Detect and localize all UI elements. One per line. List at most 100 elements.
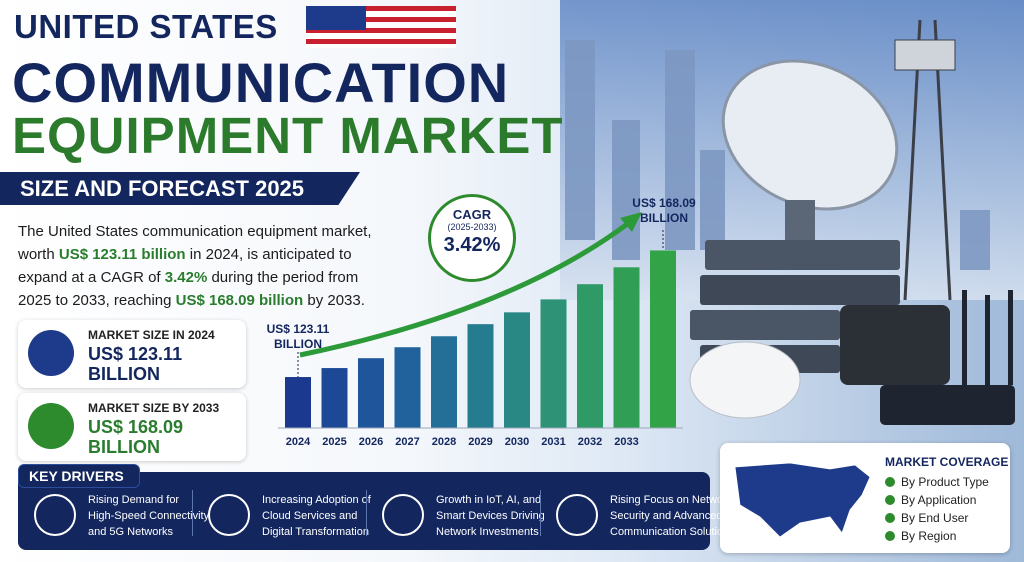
market-coverage: MARKET COVERAGE By Product Type By Applic… — [720, 443, 1010, 553]
driver: Growth in IoT, AI, and Smart Devices Driv… — [374, 492, 545, 542]
x-tick-label: 2025 — [322, 436, 346, 448]
coverage-text: By Region — [901, 529, 957, 543]
driver-line: Communication Solutions — [610, 526, 735, 538]
coverage-text: By Application — [901, 493, 977, 507]
stat-label: MARKET SIZE BY 2033 — [88, 401, 220, 415]
stat-value: BILLION — [88, 364, 160, 384]
text-run: by 2033. — [303, 292, 365, 309]
arrow-head — [620, 212, 642, 232]
stat-icon — [28, 330, 74, 376]
driver-text: Growth in IoT, AI, and Smart Devices Driv… — [436, 492, 545, 540]
driver-icon — [208, 494, 250, 536]
driver-line: Security and Advanced — [610, 510, 723, 522]
stat-value: US$ 123.11 — [88, 344, 183, 364]
callout-text: BILLION — [274, 337, 322, 351]
coverage-text: By End User — [901, 511, 969, 525]
bar — [613, 267, 640, 428]
callout: US$ 123.11 BILLION — [258, 322, 338, 352]
coverage-text: By Product Type — [901, 475, 989, 489]
cagr-value: 3.42% — [443, 234, 501, 256]
text-run: in 2024, is anticipated to expand at a C… — [18, 246, 352, 286]
bar — [650, 250, 676, 428]
stat-value: US$ 168.09 — [88, 417, 184, 437]
driver-line: Rising Focus on Network — [610, 494, 733, 506]
stat-card: MARKET SIZE BY 2033 US$ 168.09 BILLION — [18, 393, 246, 461]
x-tick-label: 2026 — [359, 436, 383, 448]
x-tick-label: 2028 — [432, 436, 456, 448]
stat-label: MARKET SIZE IN 2024 — [88, 328, 215, 342]
coverage-item: By Region — [885, 529, 956, 543]
key-drivers-title: KEY DRIVERS — [18, 464, 140, 488]
check-icon — [885, 513, 895, 523]
cell-tower — [894, 19, 956, 301]
us-map — [734, 462, 871, 538]
driver-text: Rising Focus on Network Security and Adva… — [610, 492, 735, 540]
bar-chart: 2024 2025 2026 2027 2028 2029 2030 2031 2032 2033 — [278, 250, 683, 448]
driver-icon — [556, 494, 598, 536]
coverage-title: MARKET COVERAGE — [885, 455, 1009, 469]
coverage-item: By Application — [885, 493, 976, 507]
driver-line: Network Investments — [436, 526, 539, 538]
x-tick-label: 2024 — [286, 436, 311, 448]
x-tick-label: 2027 — [395, 436, 419, 448]
driver-line: Growth in IoT, AI, and — [436, 494, 542, 506]
callout-text: US$ 168.09 — [632, 196, 696, 210]
highlight: US$ 123.11 billion — [58, 246, 186, 263]
coverage-item: By Product Type — [885, 475, 989, 489]
cagr-badge: CAGR (2025-2033) 3.42% — [428, 194, 516, 282]
driver-line: Digital Transformation — [262, 526, 369, 538]
driver-line: Rising Demand for — [88, 494, 180, 506]
driver-text: Increasing Adoption of Cloud Services and… — [262, 492, 371, 540]
bar — [431, 336, 457, 428]
bar — [394, 347, 421, 428]
router — [880, 290, 1015, 425]
x-tick-label: 2033 — [614, 436, 638, 448]
divider — [192, 490, 193, 536]
bar — [358, 358, 384, 428]
flag — [306, 6, 456, 48]
cagr-title: CAGR — [452, 207, 492, 222]
bar — [321, 368, 348, 428]
driver: Rising Demand for High-Speed Connectivity… — [26, 492, 209, 542]
skyline — [565, 40, 990, 270]
x-tick-label: 2032 — [578, 436, 602, 448]
highlight: US$ 168.09 billion — [175, 292, 304, 309]
title-line: COMMUNICATION — [12, 51, 510, 114]
driver-icon — [34, 494, 76, 536]
bar — [540, 299, 567, 428]
check-icon — [885, 477, 895, 487]
x-tick-label: 2031 — [541, 436, 565, 448]
check-icon — [885, 495, 895, 505]
bar — [504, 312, 530, 428]
driver-line: Smart Devices Driving — [436, 510, 545, 522]
divider — [540, 490, 541, 536]
divider — [366, 490, 367, 536]
bar — [467, 324, 494, 428]
callout: US$ 168.09 BILLION — [622, 196, 706, 226]
driver-icon — [382, 494, 424, 536]
driver: Increasing Adoption of Cloud Services and… — [200, 492, 371, 542]
text-run: during the period from 2025 to 2033, rea… — [18, 269, 359, 309]
x-tick-label: 2030 — [505, 436, 529, 448]
check-icon — [885, 531, 895, 541]
coverage-item: By End User — [885, 511, 968, 525]
stat-value: BILLION — [88, 437, 160, 457]
bar — [285, 377, 311, 428]
title-line: UNITED STATES — [14, 8, 278, 45]
desk-phone — [840, 305, 950, 385]
text-run: The United States communication equipmen… — [18, 223, 372, 263]
title-line: EQUIPMENT MARKET — [12, 107, 564, 164]
growth-arrow — [299, 220, 632, 358]
cagr-period: (2025-2033) — [447, 222, 497, 232]
bar — [577, 284, 603, 428]
highlight: 3.42% — [164, 269, 208, 286]
driver-line: High-Speed Connectivity — [88, 510, 210, 522]
stat-card: MARKET SIZE IN 2024 US$ 123.11 BILLION — [18, 320, 246, 388]
x-tick-label: 2029 — [468, 436, 492, 448]
stat-icon — [28, 403, 74, 449]
driver-line: and 5G Networks — [88, 526, 173, 538]
subtitle: SIZE AND FORECAST 2025 — [0, 172, 360, 205]
driver-line: Cloud Services and — [262, 510, 358, 522]
